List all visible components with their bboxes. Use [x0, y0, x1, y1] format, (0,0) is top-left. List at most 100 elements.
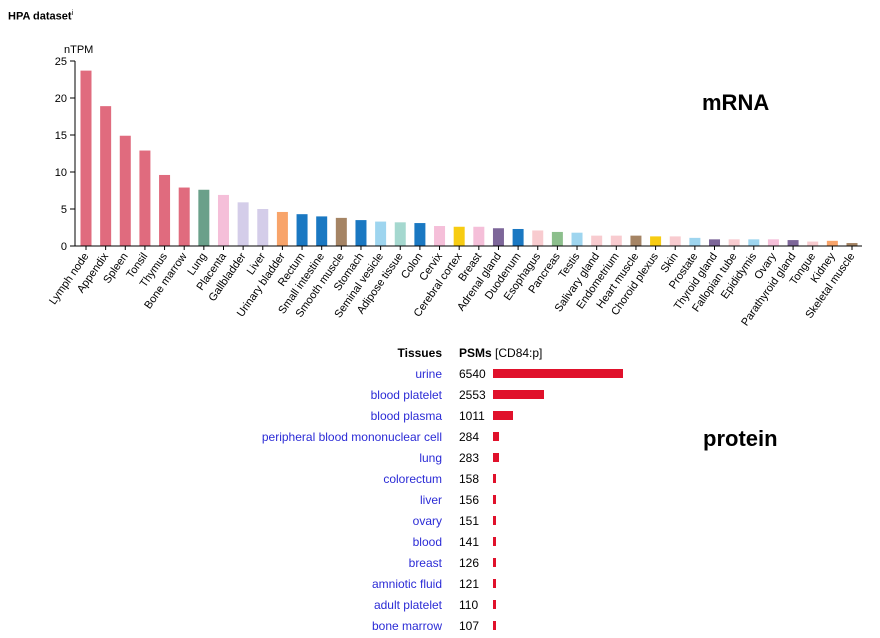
bar-pancreas[interactable]	[551, 231, 563, 246]
y-tick-label: 20	[55, 93, 67, 105]
bar-lymph-node[interactable]	[80, 70, 92, 247]
bar-appendix[interactable]	[100, 106, 112, 246]
tissue-link[interactable]: blood plasma	[370, 409, 442, 423]
protein-row: lung 283	[0, 448, 880, 469]
y-axis: nTPM 0 5 10 15 20 25	[55, 44, 94, 253]
psm-value: 151	[459, 514, 480, 528]
bar-ovary[interactable]	[767, 239, 779, 246]
protein-row: amniotic fluid 121	[0, 574, 880, 595]
psm-bar	[493, 579, 496, 588]
bar-breast[interactable]	[473, 226, 485, 246]
psm-bar	[493, 474, 497, 483]
protein-row: blood 141	[0, 532, 880, 553]
psm-value: 107	[459, 619, 480, 633]
psms-header-label: PSMs	[459, 346, 492, 360]
psm-value: 156	[459, 493, 480, 507]
bar-skin[interactable]	[669, 236, 681, 246]
bar-bone-marrow[interactable]	[178, 187, 190, 246]
bar-urinary-bladder[interactable]	[276, 211, 288, 246]
tissue-link[interactable]: colorectum	[383, 472, 442, 486]
psm-value: 283	[459, 451, 480, 465]
bar-endometrium[interactable]	[610, 235, 622, 246]
tissue-link[interactable]: urine	[415, 367, 442, 381]
bar-tongue[interactable]	[807, 241, 819, 246]
tissue-link[interactable]: blood platelet	[370, 388, 442, 402]
tissue-link[interactable]: lung	[419, 451, 442, 465]
psm-bar	[493, 432, 499, 441]
tissue-link[interactable]: breast	[408, 556, 442, 570]
protein-row: blood platelet 2553	[0, 385, 880, 406]
bar-prostate[interactable]	[689, 237, 701, 246]
y-tick-label: 5	[61, 204, 67, 216]
bar-placenta[interactable]	[217, 194, 229, 246]
y-axis-unit: nTPM	[64, 44, 93, 56]
bar-esophagus[interactable]	[532, 230, 544, 246]
tissue-link[interactable]: blood	[412, 535, 442, 549]
info-icon[interactable]: i	[71, 10, 74, 17]
psm-value: 2553	[459, 388, 486, 402]
dataset-title-text: HPA dataset	[8, 10, 72, 23]
psm-value: 1011	[459, 409, 485, 423]
bar-tonsil[interactable]	[139, 150, 151, 246]
tissue-link[interactable]: amniotic fluid	[371, 577, 442, 591]
bar-kidney[interactable]	[826, 240, 838, 246]
protein-row: ovary 151	[0, 511, 880, 532]
protein-row: breast 126	[0, 553, 880, 574]
tissue-link[interactable]: bone marrow	[371, 619, 442, 633]
tissue-link[interactable]: liver	[419, 493, 442, 507]
bar-choroid-plexus[interactable]	[650, 236, 662, 246]
tissues-header: Tissues	[397, 346, 442, 360]
psm-value: 6540	[459, 367, 486, 381]
psm-value: 141	[459, 535, 480, 549]
psm-bar	[493, 411, 514, 420]
bar-duodenum[interactable]	[512, 228, 524, 246]
bar-smooth-muscle[interactable]	[335, 217, 347, 246]
psm-bar	[493, 537, 496, 546]
psm-bar	[493, 495, 497, 504]
psm-value: 284	[459, 430, 480, 444]
y-tick-label: 10	[55, 167, 67, 179]
bar-adrenal-gland[interactable]	[492, 228, 504, 246]
psm-value: 126	[459, 556, 480, 570]
y-tick-label: 15	[55, 130, 67, 142]
bar-liver[interactable]	[257, 209, 269, 246]
psms-header-suffix: [CD84:p]	[495, 346, 543, 360]
tissue-link[interactable]: peripheral blood mononuclear cell	[261, 430, 442, 444]
bar-spleen[interactable]	[119, 135, 131, 246]
bar-heart-muscle[interactable]	[630, 235, 642, 246]
psm-bar	[493, 453, 499, 462]
protein-row: urine 6540	[0, 364, 880, 385]
y-tick-label: 25	[55, 56, 67, 68]
bar-thymus[interactable]	[159, 174, 171, 246]
tissue-link[interactable]: ovary	[412, 514, 442, 528]
protein-row: liver 156	[0, 490, 880, 511]
protein-row: bone marrow 107	[0, 616, 880, 637]
bar-stomach[interactable]	[355, 220, 367, 246]
bar-adipose-tissue[interactable]	[394, 222, 406, 246]
bar-seminal-vesicle[interactable]	[375, 221, 387, 246]
bar-skeletal-muscle[interactable]	[846, 243, 858, 246]
psm-value: 121	[459, 577, 480, 591]
bar-rectum[interactable]	[296, 214, 308, 246]
bar-cerebral-cortex[interactable]	[453, 226, 465, 246]
bar-lung[interactable]	[198, 189, 210, 246]
bar-fallopian-tube[interactable]	[728, 239, 740, 246]
bar-parathyroid-gland[interactable]	[787, 240, 799, 246]
bar-cervix[interactable]	[434, 226, 446, 246]
psms-header: PSMs [CD84:p]	[459, 346, 542, 360]
tissue-link[interactable]: adult platelet	[373, 598, 442, 612]
bar-salivary-gland[interactable]	[591, 235, 603, 246]
bar-epididymis[interactable]	[748, 239, 760, 246]
bar-gallbladder[interactable]	[237, 202, 249, 246]
bar-small-intestine[interactable]	[316, 216, 328, 246]
bar-colon[interactable]	[414, 223, 426, 246]
bar-thyroid-gland[interactable]	[709, 239, 721, 246]
protein-row: blood plasma 1011	[0, 406, 880, 427]
protein-label: protein	[703, 426, 778, 451]
psm-bar	[493, 621, 496, 630]
bar-testis[interactable]	[571, 232, 583, 246]
psm-bar	[493, 600, 496, 609]
psm-bar	[493, 369, 623, 378]
